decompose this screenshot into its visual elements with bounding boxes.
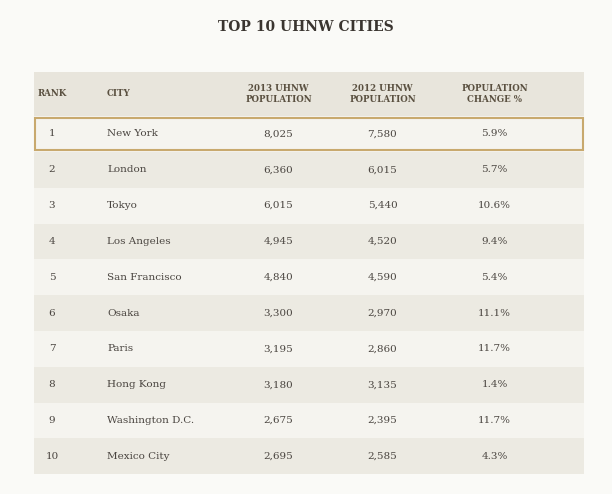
- FancyBboxPatch shape: [34, 295, 584, 331]
- Text: 8: 8: [49, 380, 55, 389]
- Text: Mexico City: Mexico City: [107, 452, 170, 461]
- Text: 9: 9: [49, 416, 55, 425]
- Text: 3,180: 3,180: [264, 380, 293, 389]
- Text: Los Angeles: Los Angeles: [107, 237, 171, 246]
- FancyBboxPatch shape: [34, 259, 584, 295]
- FancyBboxPatch shape: [34, 188, 584, 223]
- Text: 2013 UHNW
POPULATION: 2013 UHNW POPULATION: [245, 84, 312, 104]
- Text: 2,675: 2,675: [264, 416, 293, 425]
- Text: 6: 6: [49, 309, 55, 318]
- Text: San Francisco: San Francisco: [107, 273, 182, 282]
- Text: 5.7%: 5.7%: [481, 165, 508, 174]
- Text: 11.7%: 11.7%: [478, 344, 511, 353]
- Text: CITY: CITY: [107, 89, 131, 98]
- Text: 2: 2: [49, 165, 55, 174]
- Text: 6,015: 6,015: [264, 201, 293, 210]
- Text: 5.4%: 5.4%: [481, 273, 508, 282]
- Text: 11.1%: 11.1%: [478, 309, 511, 318]
- Text: 1: 1: [49, 129, 55, 138]
- Text: 7,580: 7,580: [368, 129, 397, 138]
- Text: TOP 10 UHNW CITIES: TOP 10 UHNW CITIES: [218, 20, 394, 34]
- FancyBboxPatch shape: [34, 72, 584, 474]
- Text: 4,840: 4,840: [264, 273, 293, 282]
- Text: 6,015: 6,015: [368, 165, 397, 174]
- Text: 6,360: 6,360: [264, 165, 293, 174]
- Text: RANK: RANK: [37, 89, 67, 98]
- Text: 1.4%: 1.4%: [481, 380, 508, 389]
- Text: 2,395: 2,395: [368, 416, 397, 425]
- Text: 7: 7: [49, 344, 55, 353]
- FancyBboxPatch shape: [34, 403, 584, 439]
- Text: Osaka: Osaka: [107, 309, 140, 318]
- Text: 3,300: 3,300: [264, 309, 293, 318]
- Text: Tokyo: Tokyo: [107, 201, 138, 210]
- Text: 8,025: 8,025: [264, 129, 293, 138]
- Text: 3: 3: [49, 201, 55, 210]
- FancyBboxPatch shape: [34, 72, 584, 116]
- Text: Paris: Paris: [107, 344, 133, 353]
- Text: 3,135: 3,135: [368, 380, 397, 389]
- Text: 9.4%: 9.4%: [481, 237, 508, 246]
- FancyBboxPatch shape: [34, 331, 584, 367]
- Text: 4,590: 4,590: [368, 273, 397, 282]
- FancyBboxPatch shape: [34, 367, 584, 403]
- Text: 11.7%: 11.7%: [478, 416, 511, 425]
- Text: London: London: [107, 165, 147, 174]
- Text: Hong Kong: Hong Kong: [107, 380, 166, 389]
- Text: New York: New York: [107, 129, 158, 138]
- Text: 2,585: 2,585: [368, 452, 397, 461]
- Text: 4: 4: [49, 237, 55, 246]
- Text: Washington D.C.: Washington D.C.: [107, 416, 194, 425]
- Text: 2,695: 2,695: [264, 452, 293, 461]
- FancyBboxPatch shape: [34, 223, 584, 259]
- Text: 4,520: 4,520: [368, 237, 397, 246]
- Text: 4.3%: 4.3%: [481, 452, 508, 461]
- Text: POPULATION
CHANGE %: POPULATION CHANGE %: [461, 84, 528, 104]
- Text: 4,945: 4,945: [264, 237, 293, 246]
- Text: 5: 5: [49, 273, 55, 282]
- Text: 10.6%: 10.6%: [478, 201, 511, 210]
- FancyBboxPatch shape: [34, 152, 584, 188]
- Text: 3,195: 3,195: [264, 344, 293, 353]
- Text: 10: 10: [45, 452, 59, 461]
- Text: 5.9%: 5.9%: [481, 129, 508, 138]
- Text: 2012 UHNW
POPULATION: 2012 UHNW POPULATION: [349, 84, 416, 104]
- FancyBboxPatch shape: [34, 116, 584, 152]
- Text: 2,860: 2,860: [368, 344, 397, 353]
- FancyBboxPatch shape: [34, 439, 584, 474]
- Text: 5,440: 5,440: [368, 201, 397, 210]
- Text: 2,970: 2,970: [368, 309, 397, 318]
